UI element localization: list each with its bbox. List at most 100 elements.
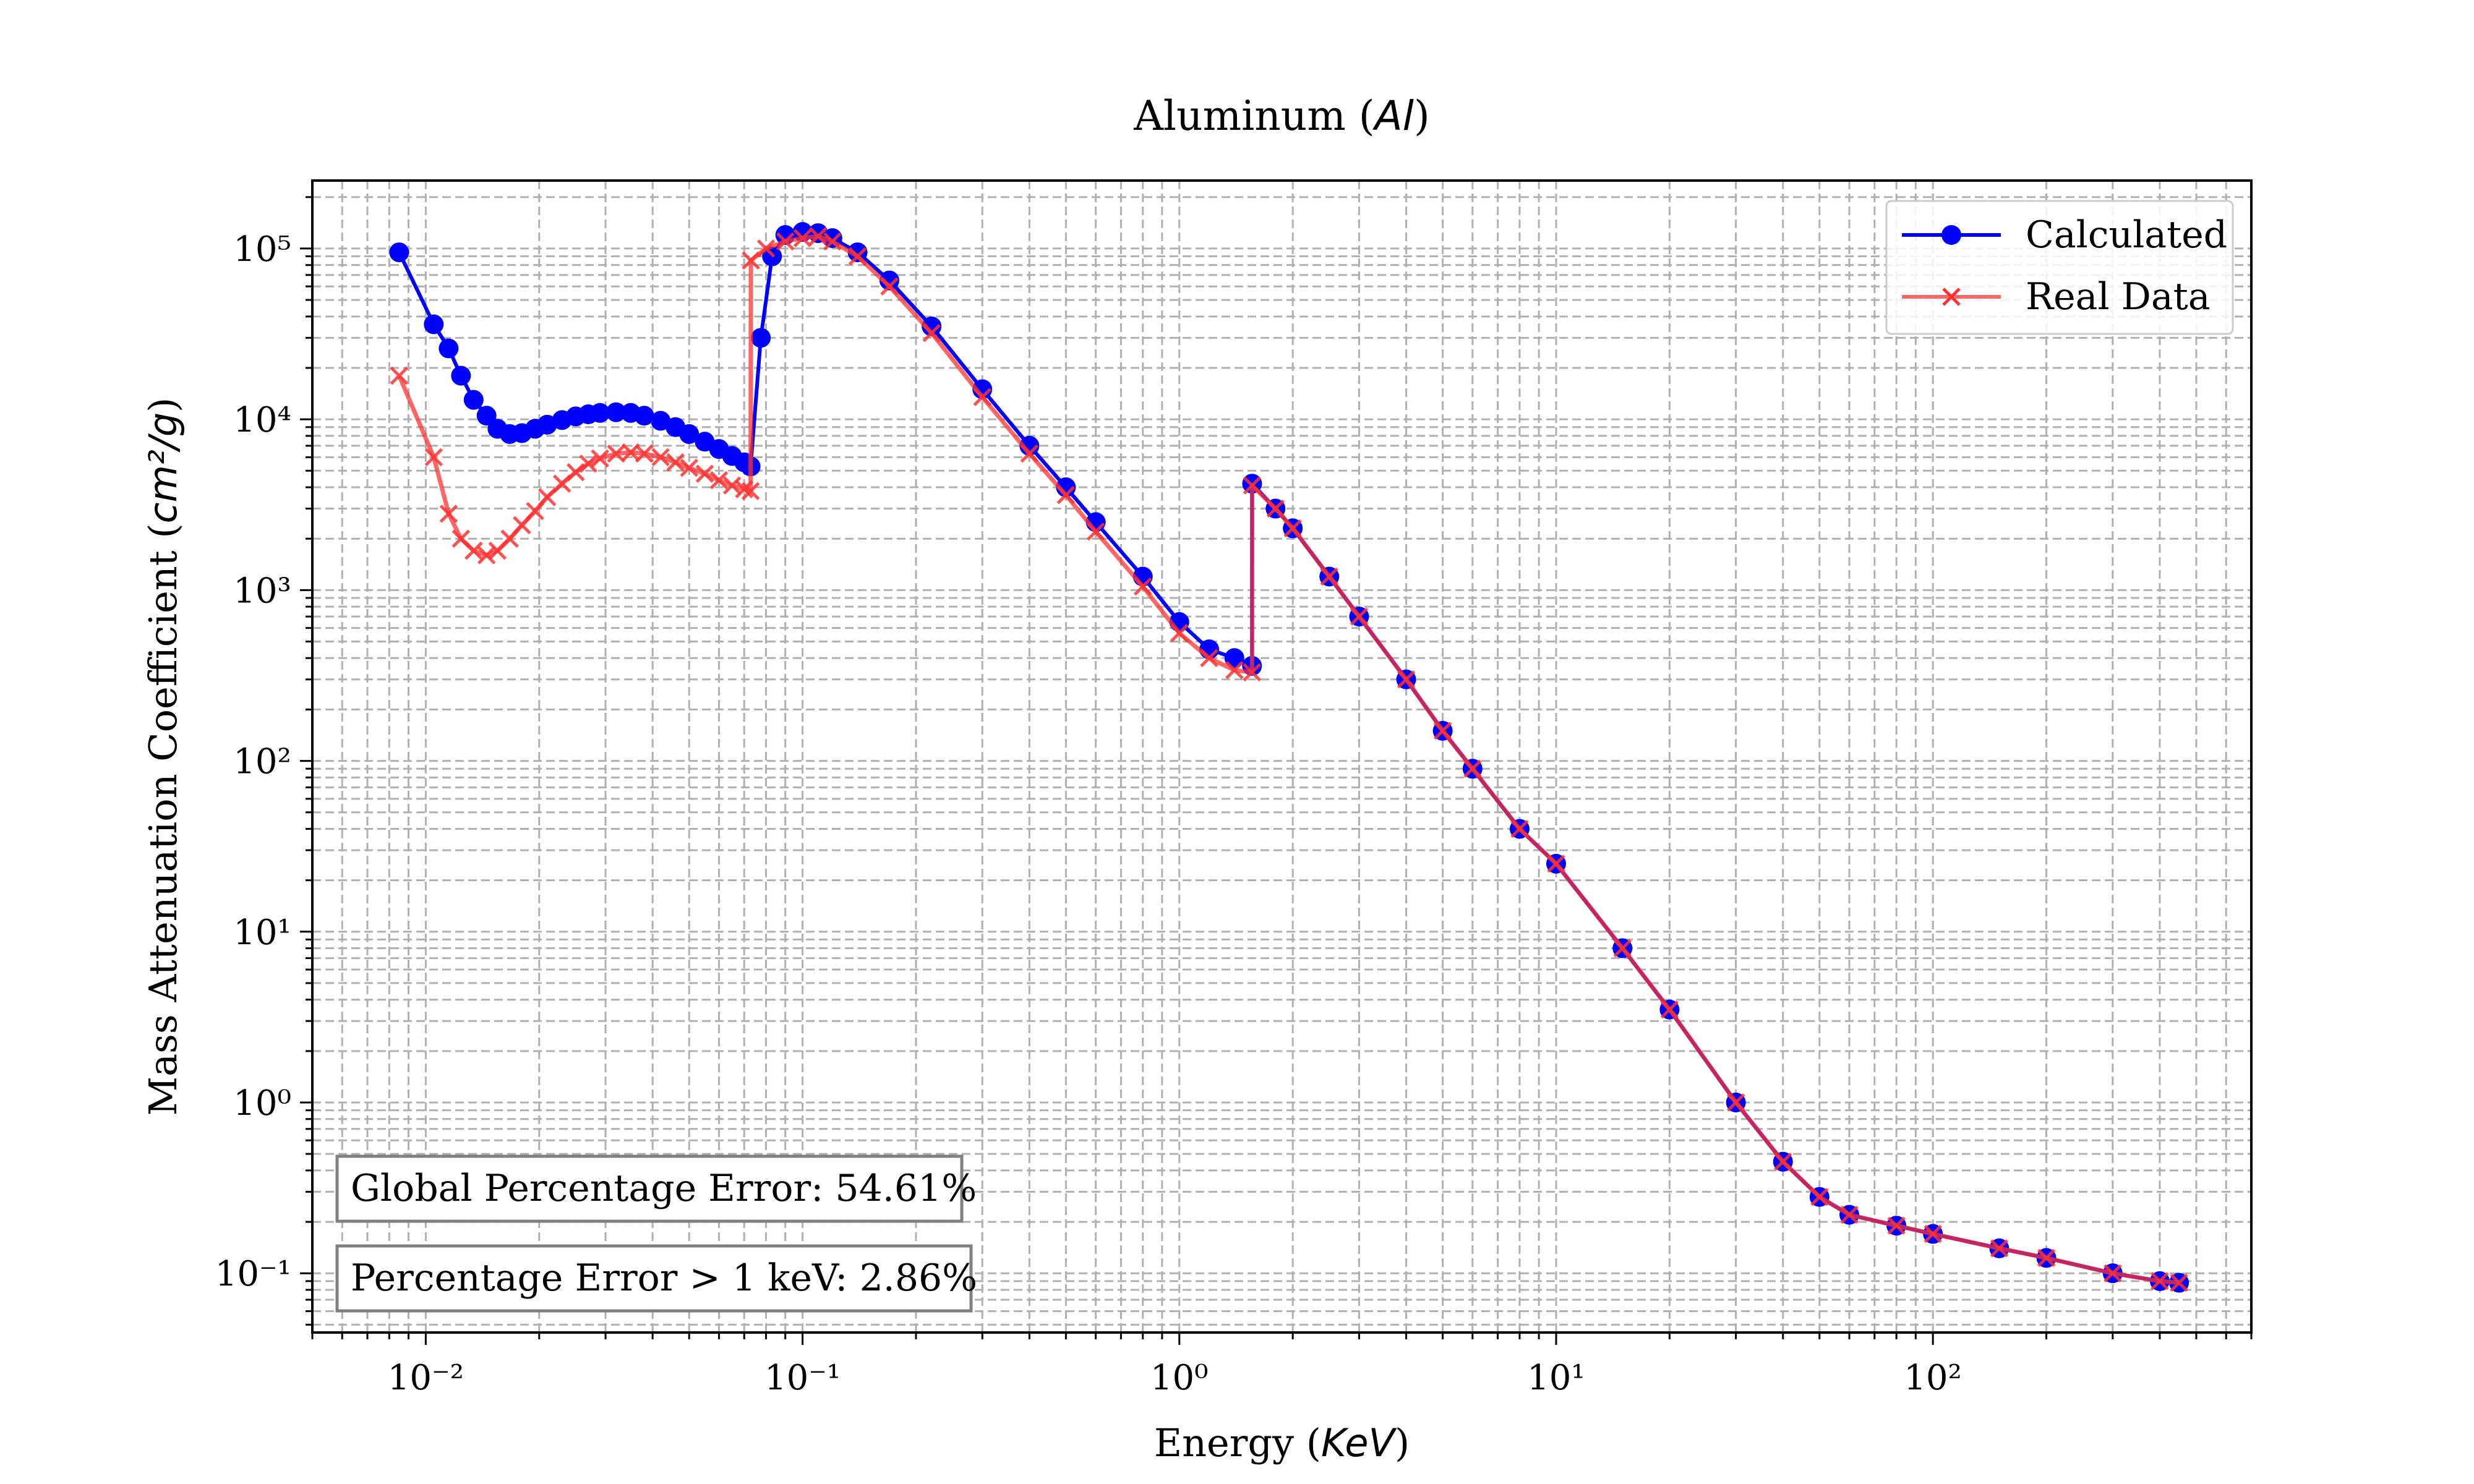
data-point (823, 232, 842, 251)
data-point (809, 227, 828, 245)
data-point (1613, 939, 1632, 958)
data-point (1463, 759, 1482, 778)
legend-label: Calculated (2026, 213, 2227, 257)
data-point (922, 323, 941, 343)
series-2 (390, 227, 2188, 1292)
data-point (439, 505, 458, 523)
data-point (477, 546, 496, 565)
data-point (606, 402, 627, 422)
data-point (741, 482, 760, 500)
data-point (390, 366, 409, 385)
y-tick-label: 10⁵ (233, 229, 291, 270)
data-point (847, 242, 868, 263)
data-point (424, 448, 443, 467)
data-point (695, 464, 714, 483)
data-point (848, 247, 867, 266)
data-point (1350, 607, 1369, 626)
data-point (1243, 663, 1262, 682)
y-axis-label: Mass Attenuation Coefficient (cm²/g) (140, 398, 186, 1116)
y-tick-label: 10¹ (233, 913, 291, 953)
annotation-box (335, 1154, 964, 1223)
y-tick-label: 10² (233, 742, 291, 782)
data-point (2151, 1272, 2169, 1290)
data-point (464, 541, 483, 560)
data-point (1086, 522, 1105, 541)
data-point (389, 242, 409, 263)
data-point (537, 414, 557, 435)
y-tick-label: 10⁻¹ (215, 1254, 291, 1294)
x-tick-label: 10⁻² (388, 1358, 464, 1398)
tick-labels: 10⁻² 10⁻¹ 10⁰ 10¹ 10² 10⁻¹ 10⁰ 10¹ 10² 10³ 10⁴ 10⁵ (215, 229, 1962, 1398)
plot-frame (311, 179, 2253, 1334)
data-point (590, 403, 610, 423)
annotation-2: Percentage Error > 1 keV: 2.86% (335, 1244, 977, 1313)
plot-area (389, 222, 2189, 1293)
data-point (756, 239, 776, 258)
y-axis-unit: cm²/g (140, 412, 186, 524)
annotation-box (335, 1244, 973, 1313)
data-point (709, 471, 729, 490)
data-point (1133, 577, 1152, 596)
data-point (735, 480, 753, 498)
data-point (1433, 722, 1452, 740)
data-point (679, 424, 700, 444)
data-point (424, 314, 444, 335)
data-point (1056, 485, 1076, 505)
data-point (1660, 1000, 1679, 1019)
data-point (973, 388, 992, 406)
x-tick-label: 10⁻¹ (764, 1358, 841, 1398)
data-point (635, 444, 654, 463)
legend-marker (1941, 225, 1961, 245)
data-point (722, 476, 742, 495)
data-point (634, 406, 654, 426)
data-point (476, 406, 497, 426)
x-axis-label: Energy (KeV) (1154, 1420, 1410, 1465)
data-point (1397, 670, 1416, 689)
data-point (793, 229, 812, 247)
x-axis-unit: KeV (1321, 1420, 1398, 1465)
data-point (439, 338, 459, 359)
x-tick-label: 10¹ (1527, 1358, 1585, 1398)
data-point (2170, 1273, 2188, 1292)
data-point (922, 316, 942, 336)
annotation-text: Global Percentage Error: 54.61% (351, 1167, 977, 1210)
data-point (751, 328, 771, 348)
data-point (1320, 567, 1338, 586)
data-point (552, 474, 571, 493)
data-point (1200, 649, 1218, 668)
x-axis-label-text: Energy (1154, 1420, 1294, 1465)
data-point (680, 458, 698, 477)
chart-title-text: Aluminum (1133, 92, 1346, 140)
x-tick-label: 10⁰ (1150, 1358, 1209, 1398)
data-point (651, 448, 670, 467)
data-point (579, 454, 597, 473)
y-axis-label-text: Mass Attenuation Coefficient (140, 550, 186, 1115)
data-point (537, 488, 557, 506)
legend: Calculated Real Data (1885, 200, 2234, 335)
data-point (666, 453, 685, 472)
data-point (1510, 819, 1529, 838)
data-point (879, 270, 899, 291)
chart-title: Aluminum (Al) (1133, 92, 1430, 140)
grid (311, 181, 2253, 1333)
annotation-1: Global Percentage Error: 54.61% (335, 1154, 977, 1223)
data-point (1887, 1216, 1906, 1235)
series-1 (389, 222, 2189, 1293)
legend-label: Real Data (2026, 275, 2210, 318)
data-point (651, 411, 671, 431)
chart-title-symbol: Al (1372, 92, 1415, 140)
series-line (397, 234, 2180, 1285)
data-point (513, 516, 531, 535)
data-point (1283, 519, 1302, 538)
data-point (567, 463, 585, 482)
data-point (1810, 1187, 1829, 1206)
data-point (1170, 624, 1189, 642)
data-point (2104, 1264, 2122, 1282)
data-point (1243, 476, 1262, 495)
data-point (880, 277, 899, 296)
data-point (742, 251, 760, 270)
x-tick-label: 10² (1904, 1358, 1962, 1398)
data-point (1266, 499, 1285, 518)
y-tick-label: 10⁴ (233, 400, 291, 440)
